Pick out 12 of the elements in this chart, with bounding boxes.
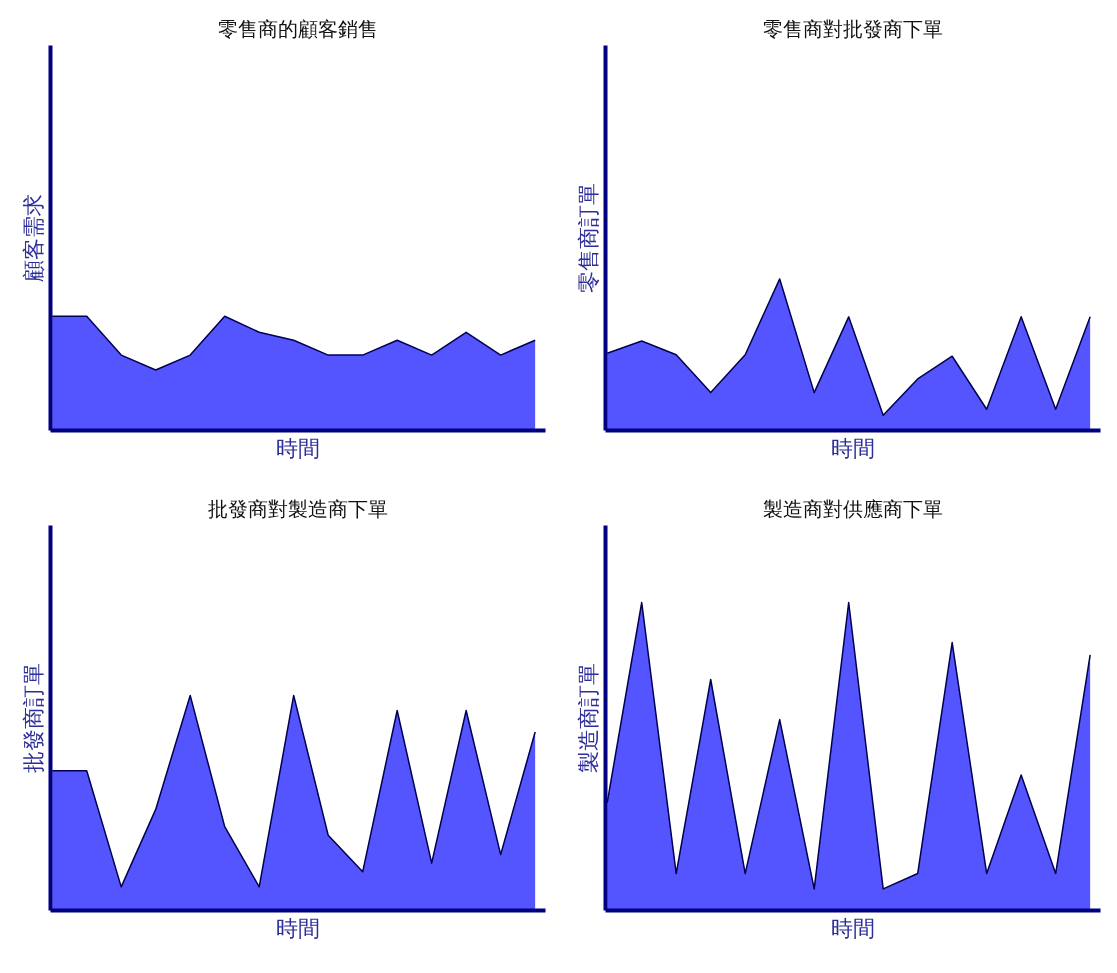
y-axis-title: 製造商訂單 xyxy=(575,663,601,773)
x-axis-title: 時間 xyxy=(831,435,875,461)
y-axis-title: 顧客需求 xyxy=(20,194,46,282)
chart-title: 製造商對供應商下單 xyxy=(763,496,943,521)
x-axis-title: 時間 xyxy=(831,915,875,941)
chart-title: 零售商的顧客銷售 xyxy=(218,16,378,41)
chart-title: 批發商對製造商下單 xyxy=(208,496,388,521)
x-axis-title: 時間 xyxy=(276,915,320,941)
y-axis-title: 批發商訂單 xyxy=(20,663,46,773)
chart-title: 零售商對批發商下單 xyxy=(763,16,943,41)
y-axis-title: 零售商訂單 xyxy=(575,183,601,293)
x-axis-title: 時間 xyxy=(276,435,320,461)
